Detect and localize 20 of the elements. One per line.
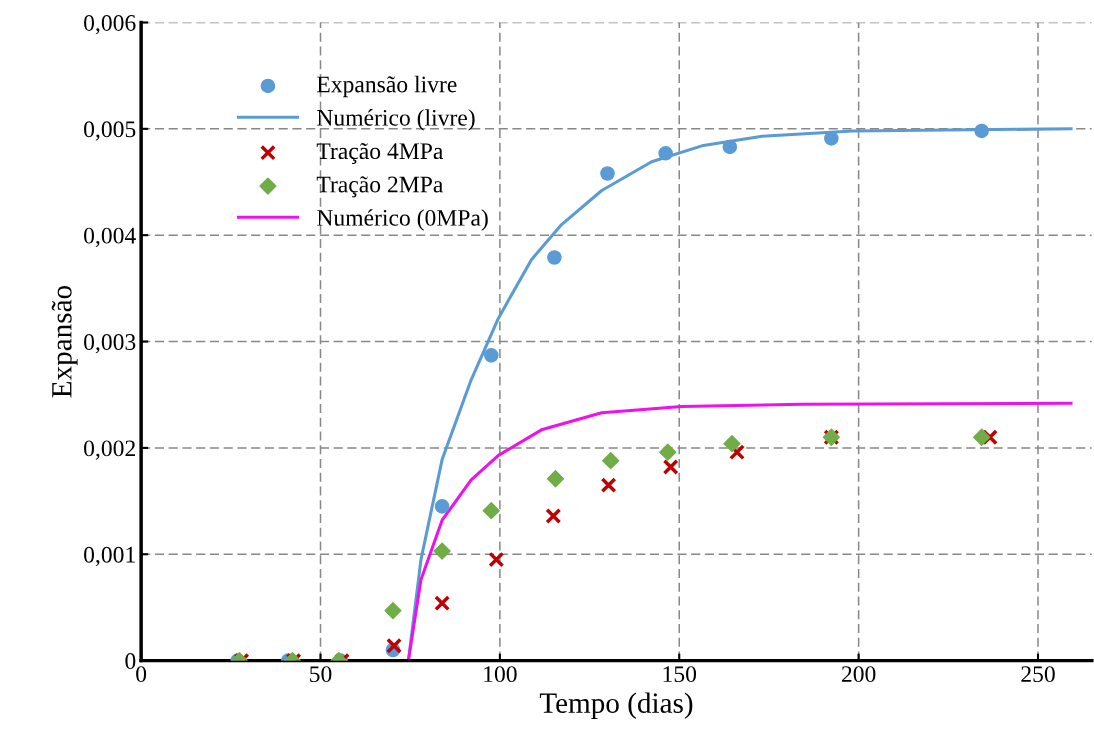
y-tick-label: 0 [125,653,136,670]
x-tick-label: 50 [310,666,332,683]
legend-label: Numérico (0MPa) [317,209,488,231]
x-tick-label: 150 [663,666,697,683]
y-axis-title: Expansão [51,285,78,398]
y-tick-label: 0,006 [84,14,136,35]
x-tick-label: 250 [1021,666,1055,683]
y-tick-label: 0,002 [84,440,135,460]
x-tick-label: 0 [136,666,147,683]
legend-label: Numérico (livre) [317,109,475,131]
y-tick-label: 0,003 [84,334,136,354]
legend-label: Tração 2MPa [316,176,444,198]
x-axis-title: Tempo (dias) [539,692,693,719]
x-tick-label: 200 [841,666,876,683]
x-tick-label: 100 [484,666,517,683]
y-tick-label: 0,001 [84,546,135,567]
legend-label: Expansão livre [317,75,457,98]
legend-label: Tração 4MPa [316,142,444,164]
y-tick-label: 0,005 [84,121,136,141]
y-tick-label: 0,004 [84,227,136,248]
